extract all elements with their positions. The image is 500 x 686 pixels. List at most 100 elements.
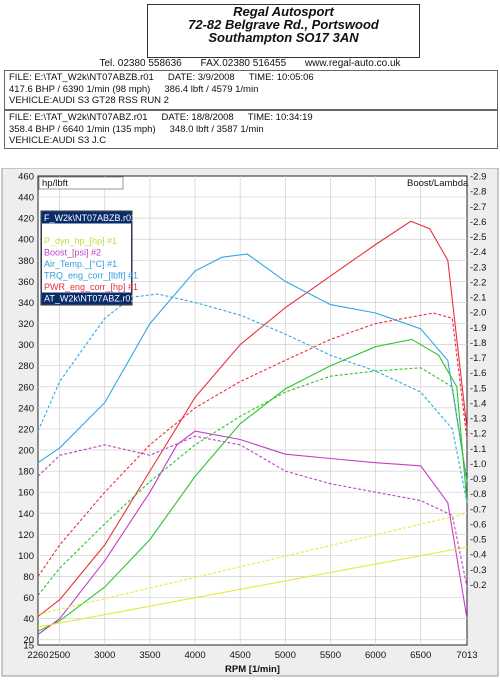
y2-tick-label-18: -2.0	[470, 308, 486, 319]
y2-tick-label-15: -1.7	[470, 353, 486, 364]
company-address-line2: Southampton SO17 3AN	[208, 30, 359, 45]
y-tick-label-20: 400	[18, 235, 34, 246]
series-run1-air-temp	[37, 546, 468, 628]
y2-tick-label-25: -2.7	[470, 202, 486, 213]
website: www.regal-auto.co.uk	[304, 58, 401, 69]
legend-item-2: P_dyn_hp_[hp] #1	[44, 236, 117, 246]
telephone: Tel. 02380 558636	[99, 58, 182, 69]
series-run1-wheel-power	[37, 338, 468, 632]
series-run2-air-temp	[37, 512, 468, 615]
y2-tick-label-16: -1.8	[470, 338, 486, 349]
run2-vehicle: VEHICLE:AUDI S3 J.C	[9, 135, 107, 146]
x-tick-label-9: 6500	[410, 650, 431, 661]
x-tick-label-3: 3500	[139, 650, 160, 661]
series-run1-boost	[37, 430, 468, 635]
run-info-2: FILE: E:\TAT_W2k\NT07ABZ.r01 DATE: 18/8/2…	[4, 110, 498, 149]
x-tick-label-6: 5000	[275, 650, 296, 661]
y2-axis-label: Boost/Lambda	[407, 178, 469, 189]
y-tick-label-12: 240	[18, 403, 34, 414]
y-tick-label-2: 40	[23, 614, 34, 625]
series-run1-power	[37, 220, 468, 617]
y2-tick-label-0: -0.2	[470, 580, 486, 591]
company-header: Regal Autosport 72-82 Belgrave Rd., Port…	[147, 4, 420, 58]
y-tick-label-22: 440	[18, 193, 34, 204]
y2-tick-label-9: -1.1	[470, 444, 486, 455]
run1-time: TIME: 10:05:06	[248, 72, 314, 83]
run-info-1: FILE: E:\TAT_W2k\NT07ABZB.r01 DATE: 3/9/2…	[4, 70, 498, 110]
series-run2-torque	[37, 293, 468, 503]
y-tick-label-0: 15	[23, 641, 34, 652]
y-tick-label-17: 340	[18, 298, 34, 309]
fax: FAX.02380 516455	[200, 58, 287, 69]
run1-file: FILE: E:\TAT_W2k\NT07ABZB.r01	[9, 72, 154, 83]
y-tick-label-14: 280	[18, 361, 34, 372]
y2-tick-label-3: -0.5	[470, 535, 486, 546]
y-tick-label-3: 60	[23, 593, 34, 604]
x-tick-label-4: 4000	[184, 650, 205, 661]
y2-tick-label-23: -2.5	[470, 232, 486, 243]
run2-torque: 348.0 lbft / 3587 1/min	[169, 123, 264, 135]
legend-item-4: Air_Temp._[°C] #1	[44, 259, 117, 269]
y-tick-label-5: 100	[18, 551, 34, 562]
run1-vehicle: VEHICLE:AUDI S3 GT28 RSS RUN 2	[9, 95, 169, 106]
legend-item-bg-1	[42, 223, 131, 235]
legend-item-bg-4	[42, 258, 131, 270]
y2-tick-label-19: -2.1	[470, 293, 486, 304]
company-name: Regal Autosport	[233, 4, 334, 19]
series-run2-power	[37, 312, 468, 577]
x-axis-label: RPM [1/min]	[225, 664, 280, 675]
y-tick-label-11: 220	[18, 424, 34, 435]
y2-tick-label-4: -0.6	[470, 519, 486, 530]
y-tick-label-13: 260	[18, 382, 34, 393]
y2-tick-label-26: -2.8	[470, 187, 486, 198]
y2-tick-label-8: -1.0	[470, 459, 486, 470]
y2-tick-label-7: -0.9	[470, 474, 486, 485]
y2-tick-label-21: -2.3	[470, 262, 486, 273]
run1-torque: 386.4 lbft / 4579 1/min	[164, 83, 259, 95]
run2-date: DATE: 18/8/2008	[161, 112, 234, 123]
legend-item-7: AT_W2k\NT07ABZ.r01	[44, 293, 135, 303]
run1-date: DATE: 3/9/2008	[167, 72, 235, 83]
x-tick-label-8: 6000	[365, 650, 386, 661]
plot-area	[37, 175, 468, 646]
contact-line: Tel. 02380 558636 FAX.02380 516455 www.r…	[0, 58, 500, 69]
y-tick-label-7: 140	[18, 509, 34, 520]
run2-power: 358.4 BHP / 6640 1/min (135 mph)	[9, 123, 156, 135]
y2-tick-label-2: -0.4	[470, 550, 486, 561]
y2-tick-label-20: -2.2	[470, 277, 486, 288]
y2-tick-label-1: -0.3	[470, 565, 486, 576]
x-tick-label-7: 5500	[320, 650, 341, 661]
y-axis-label: hp/lbft	[42, 178, 68, 189]
company-address-line1: 72-82 Belgrave Rd., Portswood	[188, 17, 379, 32]
x-tick-label-2: 3000	[94, 650, 115, 661]
ylabel-box	[38, 176, 124, 190]
y-tick-label-23: 460	[18, 172, 34, 183]
legend-item-3: Boost_[psi] #2	[44, 247, 101, 257]
legend-item-bg-6	[42, 281, 131, 293]
y2-tick-label-6: -0.8	[470, 489, 486, 500]
y-tick-label-18: 360	[18, 277, 34, 288]
x-tick-label-5: 4500	[230, 650, 251, 661]
y2-tick-label-17: -1.9	[470, 323, 486, 334]
legend-item-bg-3	[42, 246, 131, 258]
legend-item-bg-0	[42, 212, 131, 224]
y-tick-label-21: 420	[18, 214, 34, 225]
y-tick-label-8: 160	[18, 488, 34, 499]
x-tick-label-10: 7013	[456, 650, 477, 661]
legend-item-bg-7	[42, 292, 131, 304]
y-tick-label-4: 80	[23, 572, 34, 583]
x-tick-label-0: 2260	[27, 650, 48, 661]
legend-item-bg-2	[42, 235, 131, 247]
series-run2-wheel-power	[37, 367, 468, 596]
legend-item-bg-5	[42, 269, 131, 281]
y2-tick-label-12: -1.4	[470, 398, 486, 409]
y-tick-label-19: 380	[18, 256, 34, 267]
y2-tick-label-14: -1.6	[470, 368, 486, 379]
run2-file: FILE: E:\TAT_W2k\NT07ABZ.r01	[9, 112, 148, 123]
y-tick-label-16: 320	[18, 319, 34, 330]
legend-item-5: TRQ_eng_corr_[lbft] #1	[44, 270, 138, 280]
y-tick-label-9: 180	[18, 467, 34, 478]
run2-time: TIME: 10:34:19	[247, 112, 313, 123]
y2-tick-label-10: -1.2	[470, 429, 486, 440]
